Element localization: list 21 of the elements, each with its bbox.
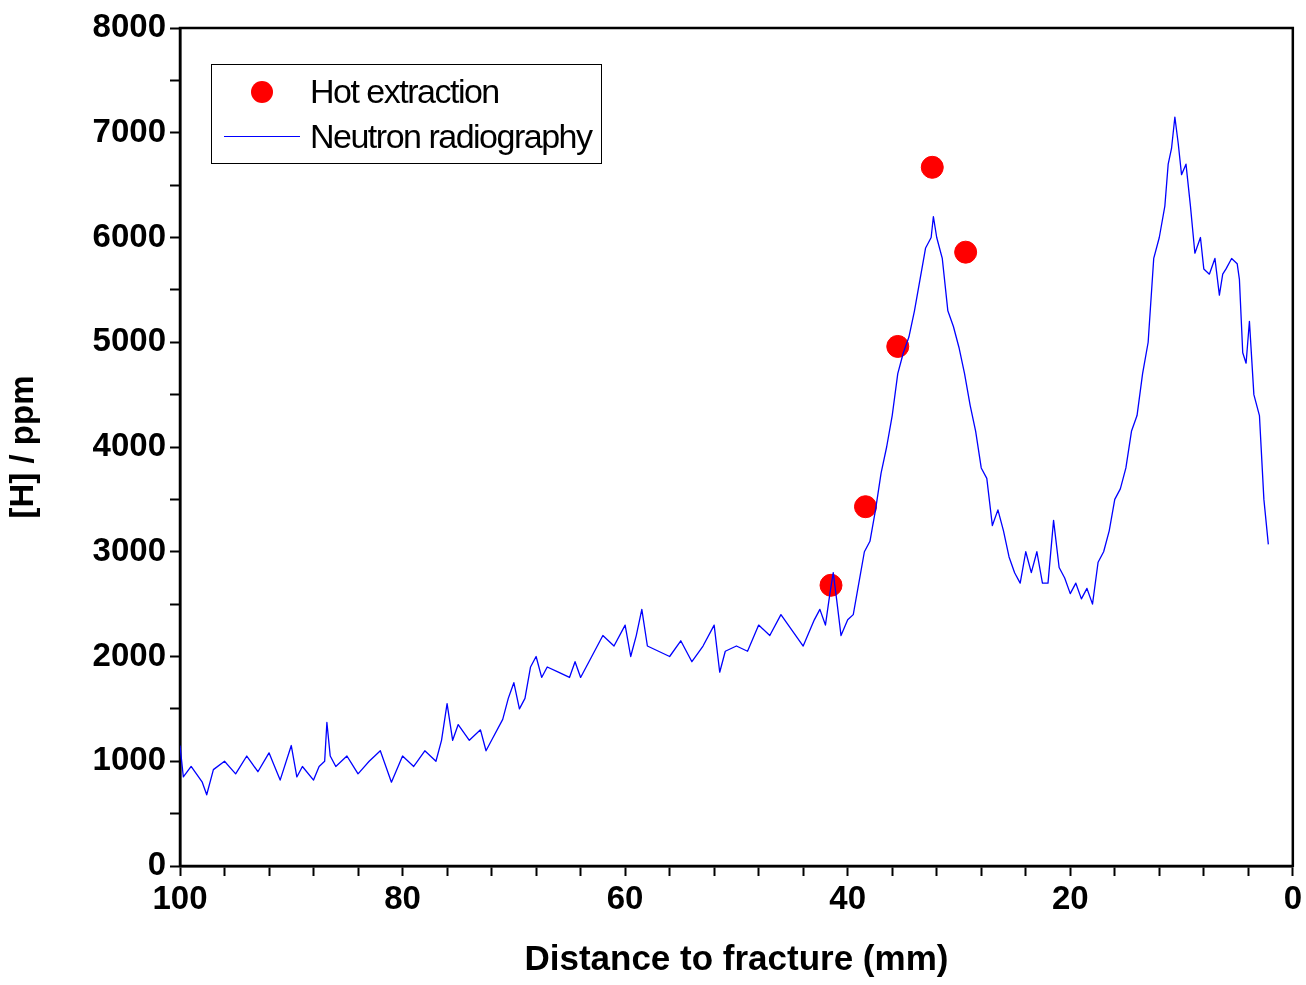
y-tick-label: 8000 (92, 7, 166, 45)
y-axis-title: [H] / ppm (2, 375, 40, 519)
y-tick-label: 3000 (92, 530, 166, 568)
x-tick-label: 80 (384, 878, 421, 916)
x-tick-label: 60 (606, 878, 644, 916)
x-tick-label: 40 (829, 878, 867, 916)
y-tick-label: 6000 (92, 216, 166, 254)
point (854, 495, 877, 519)
point (886, 334, 910, 358)
legend-label: Hot extraction (310, 72, 499, 111)
x-axis-title: Distance to fracture (mm) (524, 937, 949, 977)
y-tick-label: 4000 (92, 426, 166, 464)
legend-label: Neutron radiography (310, 117, 592, 156)
x-tick-label: 0 (1283, 878, 1302, 916)
point (920, 155, 944, 179)
point (954, 240, 978, 264)
x-tick-label: 20 (1051, 878, 1089, 916)
y-tick-label: 5000 (92, 321, 166, 359)
y-tick-label: 1000 (92, 740, 166, 778)
y-tick-label: 7000 (92, 111, 166, 149)
y-tick-label: 2000 (92, 635, 166, 673)
